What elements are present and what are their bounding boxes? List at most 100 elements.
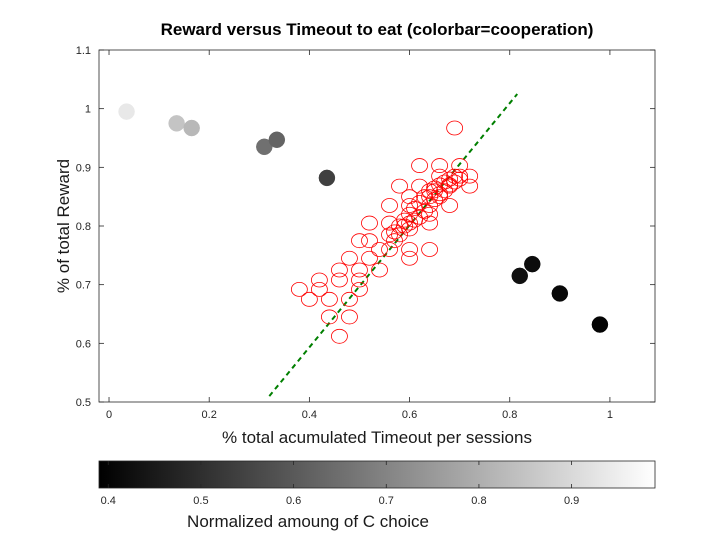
red-open-point [381, 198, 398, 213]
colorbar-tick-label: 0.9 [564, 495, 579, 507]
colorbar-tick-label: 0.6 [286, 495, 301, 507]
gray-filled-point [591, 316, 609, 333]
red-open-point [300, 291, 318, 307]
red-open-point [391, 178, 408, 194]
x-tick-label: 0.4 [302, 409, 317, 421]
red-open-point [331, 262, 348, 278]
red-open-point [351, 272, 368, 288]
red-open-point [341, 309, 358, 325]
y-axis: 0.5 0.6 0.7 0.8 0.9 1 1.1 [76, 45, 655, 409]
gray-filled-point [511, 267, 529, 285]
red-open-point [441, 171, 459, 187]
red-open-point [421, 183, 438, 199]
red-open-point [290, 281, 308, 297]
red-open-point [361, 250, 378, 266]
red-open-point [426, 183, 444, 199]
gray-filled-point [183, 119, 200, 137]
red-open-point [401, 215, 418, 231]
red-open-point [351, 281, 368, 297]
gray-filled-point [524, 255, 541, 273]
x-tick-label: 0.6 [402, 409, 417, 421]
y-tick-label: 0.9 [76, 162, 91, 174]
red-open-point [461, 168, 479, 184]
chart-title: Reward versus Timeout to eat (colorbar=c… [161, 20, 594, 39]
gray-filled-point [256, 138, 273, 156]
red-open-point [446, 120, 464, 136]
red-open-point [411, 178, 428, 194]
y-axis-label: % of total Reward [54, 159, 73, 293]
red-open-point [431, 168, 449, 184]
red-open-point [391, 227, 408, 243]
red-open-point [431, 189, 449, 205]
y-tick-label: 0.5 [76, 397, 91, 409]
colorbar-tick-label: 0.5 [193, 495, 208, 507]
colorbar-tick-label: 0.7 [379, 495, 394, 507]
red-open-point [310, 272, 328, 288]
red-open-point [396, 218, 413, 234]
red-open-point [431, 158, 449, 173]
red-open-point [331, 272, 348, 288]
red-open-point [416, 203, 433, 219]
gray-filled-point [268, 131, 286, 149]
red-open-point [381, 227, 398, 243]
red-open-point [436, 183, 454, 199]
red-open-point [341, 291, 358, 307]
red-open-point [431, 186, 449, 202]
gray-filled-point [118, 103, 135, 120]
red-open-point [401, 189, 418, 205]
colorbar-tick-label: 0.8 [471, 495, 486, 507]
red-open-point [451, 168, 469, 184]
y-tick-label: 0.8 [76, 221, 91, 233]
red-open-point [421, 189, 438, 205]
gray-filled-point [551, 285, 569, 302]
red-open-point [441, 177, 459, 193]
x-axis-label: % total acumulated Timeout per sessions [222, 428, 532, 447]
red-open-point [351, 233, 368, 249]
colorbar-axis: 0.4 0.5 0.6 0.7 0.8 0.9 [101, 461, 579, 507]
y-tick-label: 1 [85, 104, 91, 116]
red-open-point [321, 309, 338, 325]
red-open-point [401, 198, 418, 213]
red-open-point [421, 242, 438, 257]
plot-marks [118, 93, 609, 397]
red-open-point [451, 171, 469, 187]
red-open-point [411, 158, 428, 173]
gray-filled-point [168, 115, 185, 132]
red-open-point [321, 291, 338, 307]
fit-line [268, 93, 519, 397]
x-tick-label: 1 [607, 409, 613, 421]
red-open-point [331, 328, 348, 344]
y-tick-label: 1.1 [76, 45, 91, 57]
red-open-point [426, 192, 444, 208]
red-open-point [421, 198, 438, 213]
x-tick-label: 0.8 [502, 409, 517, 421]
red-open-point [401, 250, 418, 266]
red-open-point [406, 212, 423, 228]
red-open-point [411, 209, 428, 225]
red-open-point [351, 262, 368, 278]
colorbar [98, 460, 656, 489]
red-open-point [361, 233, 378, 249]
red-open-point [391, 218, 408, 234]
gray-filled-point [318, 169, 336, 187]
red-open-point [361, 215, 378, 231]
red-open-point [386, 233, 403, 249]
red-open-point [310, 281, 328, 297]
red-open-point [381, 242, 398, 257]
x-tick-label: 0 [106, 409, 112, 421]
red-open-point [401, 221, 418, 237]
red-open-point [401, 242, 418, 257]
red-open-point [451, 158, 469, 173]
red-open-point [371, 262, 388, 278]
red-open-point [446, 174, 464, 190]
x-tick-label: 0.2 [202, 409, 217, 421]
y-tick-label: 0.6 [76, 338, 91, 350]
red-open-point [441, 198, 459, 213]
x-axis: 0 0.2 0.4 0.6 0.8 1 [106, 50, 613, 421]
red-open-point [421, 206, 438, 222]
red-open-point [341, 250, 358, 266]
y-tick-label: 0.7 [76, 280, 91, 292]
red-open-point [446, 168, 464, 184]
